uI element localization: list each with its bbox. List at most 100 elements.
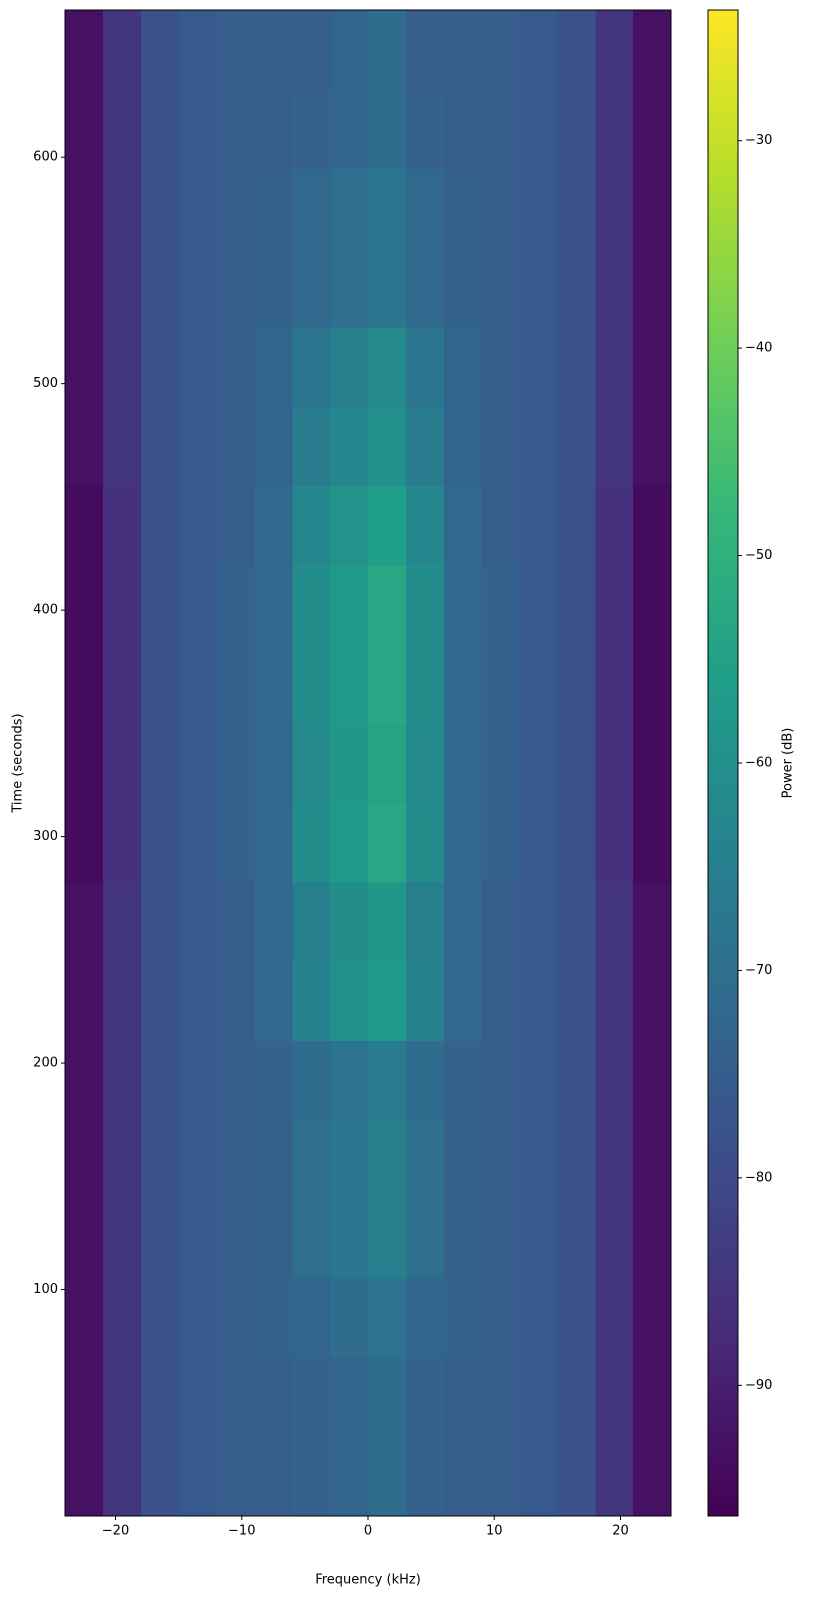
heatmap-cell bbox=[595, 802, 634, 883]
heatmap-cell bbox=[292, 723, 331, 804]
heatmap-cell bbox=[405, 564, 445, 645]
heatmap-cell bbox=[140, 723, 180, 804]
heatmap-cell bbox=[102, 1436, 142, 1517]
heatmap-cell bbox=[405, 406, 445, 487]
heatmap-cell bbox=[557, 1198, 596, 1279]
heatmap-cell bbox=[65, 802, 104, 883]
colorbar-tick-label: −30 bbox=[745, 133, 772, 148]
heatmap-cell bbox=[481, 1119, 520, 1200]
heatmap-cell bbox=[292, 1040, 331, 1121]
heatmap-cell bbox=[140, 1040, 180, 1121]
heatmap-cell bbox=[481, 881, 520, 962]
heatmap-cell bbox=[330, 1357, 369, 1438]
heatmap-cell bbox=[519, 644, 558, 724]
heatmap-cell bbox=[443, 1198, 483, 1279]
heatmap-cell bbox=[292, 89, 331, 170]
heatmap-cell bbox=[140, 168, 180, 249]
heatmap-cell bbox=[405, 1436, 445, 1517]
heatmap-cell bbox=[254, 1119, 293, 1200]
heatmap-cell bbox=[254, 406, 293, 487]
heatmap-cell bbox=[330, 247, 369, 328]
heatmap-cell bbox=[330, 10, 369, 90]
heatmap-cell bbox=[140, 10, 180, 90]
heatmap-cell bbox=[178, 168, 217, 249]
heatmap-cell bbox=[178, 564, 217, 645]
heatmap-cell bbox=[254, 1436, 293, 1517]
heatmap-cell bbox=[481, 10, 520, 90]
heatmap-cell bbox=[368, 10, 407, 90]
heatmap-cell bbox=[368, 644, 407, 724]
heatmap-cell bbox=[557, 1357, 596, 1438]
heatmap-cell bbox=[102, 1278, 142, 1358]
heatmap-cell bbox=[140, 327, 180, 407]
heatmap-cell bbox=[519, 1119, 558, 1200]
heatmap-cell bbox=[443, 247, 483, 328]
heatmap-cell bbox=[443, 327, 483, 407]
heatmap-cell bbox=[216, 1436, 255, 1517]
heatmap-cell bbox=[292, 1278, 331, 1358]
heatmap-cell bbox=[368, 89, 407, 170]
heatmap-cell bbox=[633, 644, 672, 724]
heatmap-cell bbox=[595, 961, 634, 1041]
heatmap-cell bbox=[292, 10, 331, 90]
x-tick-label: 0 bbox=[364, 1524, 372, 1539]
heatmap-cell bbox=[292, 564, 331, 645]
heatmap-cell bbox=[443, 723, 483, 804]
heatmap-cell bbox=[595, 1040, 634, 1121]
heatmap-cell bbox=[481, 1436, 520, 1517]
heatmap-cell bbox=[633, 1278, 672, 1358]
heatmap-cell bbox=[481, 1357, 520, 1438]
heatmap-cell bbox=[519, 247, 558, 328]
heatmap-cell bbox=[216, 644, 255, 724]
heatmap-cell bbox=[254, 1040, 293, 1121]
heatmap-cell bbox=[368, 1357, 407, 1438]
heatmap-cell bbox=[216, 564, 255, 645]
heatmap-cell bbox=[595, 1436, 634, 1517]
heatmap-cell bbox=[65, 1198, 104, 1279]
heatmap-cell bbox=[140, 881, 180, 962]
heatmap-cell bbox=[178, 1436, 217, 1517]
heatmap-cell bbox=[557, 802, 596, 883]
heatmap-cell bbox=[140, 1436, 180, 1517]
colorbar-tick-label: −60 bbox=[745, 756, 772, 771]
heatmap-cell bbox=[595, 168, 634, 249]
colorbar-tick-label: −70 bbox=[745, 963, 772, 978]
heatmap-cell bbox=[65, 881, 104, 962]
heatmap-cell bbox=[216, 89, 255, 170]
heatmap-cell bbox=[368, 1040, 407, 1121]
heatmap-cell bbox=[65, 485, 104, 566]
heatmap-cell bbox=[330, 406, 369, 487]
heatmap-cell bbox=[368, 406, 407, 487]
heatmap-cell bbox=[178, 961, 217, 1041]
heatmap-cell bbox=[443, 1119, 483, 1200]
heatmap-cell bbox=[519, 485, 558, 566]
heatmap-cell bbox=[405, 1198, 445, 1279]
heatmap-cell bbox=[65, 1278, 104, 1358]
heatmap-cell bbox=[65, 168, 104, 249]
heatmap-cell bbox=[595, 1119, 634, 1200]
heatmap-cell bbox=[254, 89, 293, 170]
heatmap-cell bbox=[557, 1278, 596, 1358]
heatmap-cell bbox=[519, 327, 558, 407]
heatmap-cell bbox=[65, 644, 104, 724]
x-tick-label: −20 bbox=[102, 1524, 129, 1539]
heatmap-cell bbox=[633, 881, 672, 962]
heatmap-cell bbox=[481, 168, 520, 249]
heatmap-cell bbox=[481, 723, 520, 804]
heatmap-cell bbox=[405, 168, 445, 249]
heatmap-cell bbox=[368, 485, 407, 566]
heatmap-cell bbox=[254, 644, 293, 724]
heatmap-cell bbox=[557, 406, 596, 487]
heatmap-cell bbox=[368, 327, 407, 407]
colorbar-tick-label: −40 bbox=[745, 341, 772, 356]
heatmap-cell bbox=[633, 802, 672, 883]
heatmap-cell bbox=[254, 564, 293, 645]
heatmap-cell bbox=[140, 802, 180, 883]
heatmap-cell bbox=[178, 723, 217, 804]
heatmap-cell bbox=[557, 1119, 596, 1200]
heatmap-cell bbox=[140, 1119, 180, 1200]
heatmap-cell bbox=[330, 1119, 369, 1200]
heatmap-cell bbox=[65, 564, 104, 645]
x-axis-label: Frequency (kHz) bbox=[315, 1573, 421, 1588]
